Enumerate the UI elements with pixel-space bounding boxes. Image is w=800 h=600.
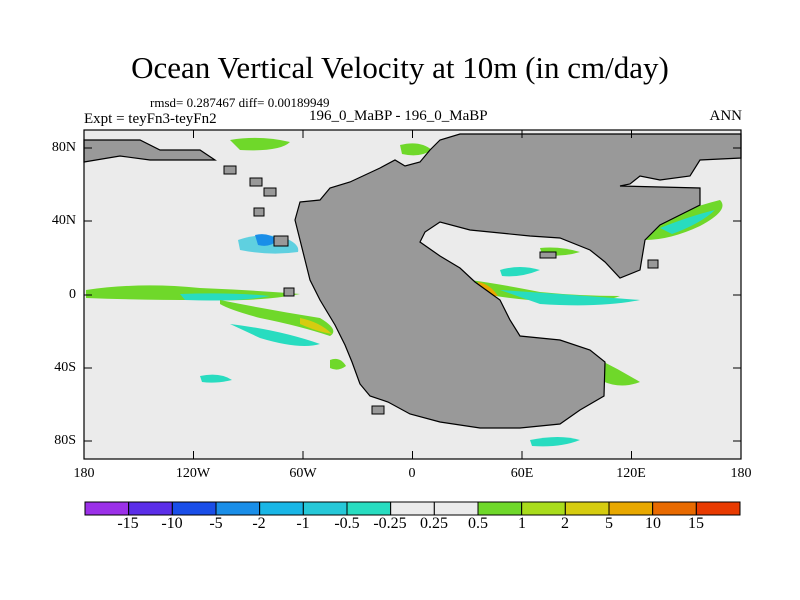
- lon-label-60w: 60W: [289, 466, 317, 481]
- lon-label-120e: 120E: [616, 466, 646, 481]
- colorbar-box: [521, 501, 566, 516]
- land-island: [223, 165, 237, 175]
- contour-blob: [500, 290, 640, 306]
- colorbar: [84, 501, 741, 516]
- land-arctic-west: [83, 139, 217, 163]
- colorbar-label: 5: [605, 515, 613, 532]
- colorbar-box: [652, 501, 697, 516]
- contour-blob: [660, 210, 715, 234]
- colorbar-label: -0.5: [334, 515, 360, 532]
- land-island: [249, 177, 263, 187]
- lat-label-80s: 80S: [54, 433, 76, 448]
- chart-title: Ocean Vertical Velocity at 10m (in cm/da…: [131, 50, 669, 85]
- land-island: [263, 187, 277, 197]
- colorbar-label: -2: [252, 515, 266, 532]
- colorbar-label: -0.25: [373, 515, 407, 532]
- contour-blob: [330, 358, 346, 370]
- lon-label-60e: 60E: [510, 466, 534, 481]
- stats-text: rmsd= 0.287467 diff= 0.00189949: [150, 95, 330, 110]
- colorbar-label: 0.25: [420, 515, 448, 532]
- lon-label-180w: 180: [73, 466, 95, 481]
- lon-label-0: 0: [408, 466, 416, 481]
- colorbar-label: -1: [296, 515, 310, 532]
- colorbar-box: [695, 501, 741, 516]
- colorbar-box: [84, 501, 130, 516]
- contour-blob: [230, 324, 320, 346]
- colorbar-box: [128, 501, 173, 516]
- land-island: [647, 259, 659, 269]
- contour-blob: [200, 374, 232, 383]
- colorbar-box: [477, 501, 523, 516]
- colorbar-box: [302, 501, 348, 516]
- colorbar-box: [215, 501, 261, 516]
- contour-blob: [600, 360, 640, 386]
- land-island: [283, 287, 295, 297]
- contour-blob: [230, 137, 290, 151]
- contour-blob: [180, 293, 270, 301]
- colorbar-box: [608, 501, 654, 516]
- axis-ticks: [83, 130, 742, 459]
- colorbar-box: [390, 501, 435, 516]
- colorbar-label: -5: [209, 515, 223, 532]
- colorbar-box: [346, 501, 392, 516]
- lon-label-180e: 180: [730, 466, 752, 481]
- colorbar-label: 1: [518, 515, 526, 532]
- colorbar-label: 0.5: [468, 515, 488, 532]
- colorbar-box: [433, 501, 479, 516]
- colorbar-label: 10: [645, 515, 661, 532]
- experiment-label: Expt = teyFn3-teyFn2: [84, 111, 217, 127]
- colorbar-box: [171, 501, 217, 516]
- colorbar-box: [564, 501, 610, 516]
- contour-blob: [300, 318, 332, 334]
- contour-blob: [400, 143, 432, 156]
- case-label: 196_0_MaBP - 196_0_MaBP: [309, 108, 488, 124]
- colorbar-box: [259, 501, 304, 516]
- colorbar-label: 2: [561, 515, 569, 532]
- lat-label-0: 0: [69, 287, 76, 302]
- land-americas: [294, 133, 742, 429]
- contour-blob: [500, 267, 540, 277]
- land-island: [273, 235, 289, 247]
- contour-blob: [530, 437, 580, 447]
- land: [83, 133, 742, 429]
- lat-label-40s: 40S: [54, 360, 76, 375]
- land-island: [539, 251, 557, 259]
- lon-label-120w: 120W: [175, 466, 211, 481]
- land-island: [371, 405, 385, 415]
- lat-label-40n: 40N: [51, 213, 76, 228]
- land-island: [253, 207, 265, 217]
- season-label: ANN: [709, 108, 743, 124]
- colorbar-label: -15: [117, 515, 139, 532]
- lat-label-80n: 80N: [51, 140, 76, 155]
- contour-blob: [255, 234, 278, 246]
- contour-blob: [640, 200, 723, 240]
- colorbar-label: 15: [688, 515, 704, 532]
- contour-blob: [220, 300, 334, 336]
- colorbar-label: -10: [161, 515, 183, 532]
